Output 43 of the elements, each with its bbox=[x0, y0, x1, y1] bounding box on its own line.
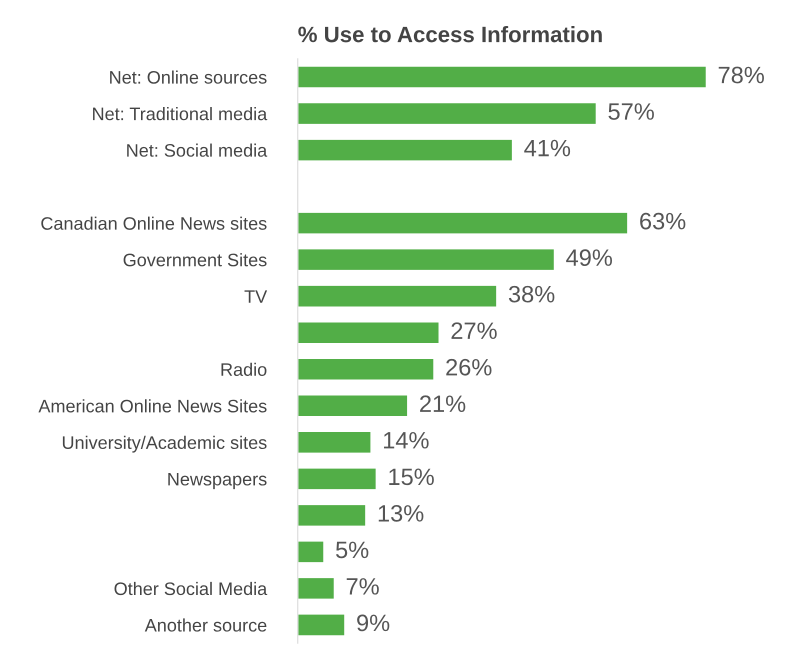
bar bbox=[298, 394, 408, 418]
y-tick-label: Net: Traditional media bbox=[93, 107, 268, 120]
y-tick-label: Canadian Online News sites bbox=[41, 216, 267, 230]
data-label: 5% bbox=[336, 542, 368, 558]
bar bbox=[298, 248, 556, 272]
data-label: 26% bbox=[446, 358, 492, 376]
data-label: 7% bbox=[346, 578, 379, 595]
y-tick-label: Net: Social media bbox=[127, 144, 268, 157]
y-tick-label: Another source bbox=[144, 618, 266, 632]
bar bbox=[298, 576, 336, 600]
bar bbox=[298, 430, 372, 454]
data-label: 13% bbox=[378, 504, 424, 522]
bar bbox=[298, 138, 514, 162]
bar bbox=[298, 613, 346, 637]
data-label: 14% bbox=[384, 432, 429, 449]
y-tick-label: TV bbox=[244, 290, 268, 303]
bar bbox=[298, 211, 629, 235]
bar bbox=[298, 358, 435, 381]
y-tick-label: Net: Online sources bbox=[110, 70, 267, 84]
bar bbox=[298, 504, 367, 528]
data-label: 78% bbox=[718, 66, 764, 84]
y-tick-label: University/Academic sites bbox=[62, 436, 267, 453]
data-label: 63% bbox=[640, 212, 686, 230]
data-label: 9% bbox=[357, 614, 390, 632]
y-tick-label: Other Social Media bbox=[114, 582, 268, 596]
data-label: 38% bbox=[508, 286, 554, 303]
y-tick-label: Newspapers bbox=[168, 472, 267, 490]
chart-title: % Use to Access Information bbox=[298, 26, 602, 42]
data-label: 49% bbox=[566, 249, 612, 266]
bar bbox=[298, 540, 325, 564]
data-label: 27% bbox=[452, 322, 497, 339]
data-label: 41% bbox=[524, 140, 570, 156]
data-label: 57% bbox=[608, 103, 654, 120]
y-tick-label: Government Sites bbox=[124, 253, 267, 266]
bar bbox=[298, 284, 498, 308]
y-tick-label: American Online News Sites bbox=[38, 399, 267, 412]
y-tick-label: Radio bbox=[222, 362, 266, 376]
bar bbox=[298, 467, 378, 490]
bar bbox=[298, 102, 598, 126]
data-label: 15% bbox=[389, 468, 434, 486]
bar bbox=[298, 65, 708, 89]
data-label: 21% bbox=[420, 395, 466, 412]
bar bbox=[298, 321, 440, 344]
